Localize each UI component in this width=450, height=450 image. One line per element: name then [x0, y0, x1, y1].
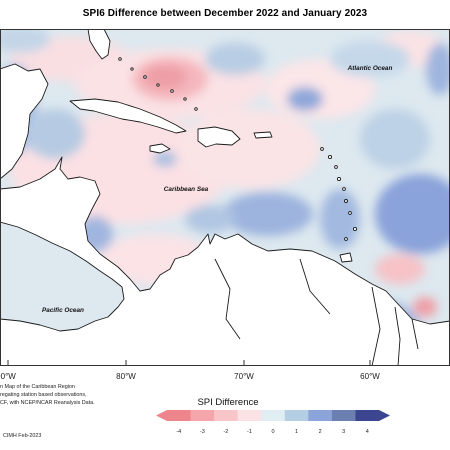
legend-swatches	[156, 410, 390, 421]
legend-swatch	[308, 410, 333, 421]
puerto-rico-land	[253, 131, 273, 139]
legend-tick-label: 3	[342, 429, 345, 435]
legend-swatch	[284, 410, 309, 421]
credit-text: CIMH Feb-2023	[3, 433, 42, 439]
florida-land	[87, 29, 111, 60]
country-borders	[214, 258, 419, 366]
legend-tick-label: -2	[223, 429, 228, 435]
atlantic-ocean-label: Atlantic Ocean	[347, 65, 393, 72]
note-line-2: regating station based observations,	[0, 392, 87, 398]
legend-tick-label: -4	[176, 429, 181, 435]
pacific-ocean-label: Pacific Ocean	[42, 307, 84, 314]
legend-tick-label: 1	[295, 429, 298, 435]
legend-tick-label: 0	[271, 429, 274, 435]
legend-arrow-min	[156, 410, 167, 421]
legend-arrow-max	[379, 410, 390, 421]
longitude-label-80w: 80°W	[116, 372, 136, 381]
longitude-label-90w: 90°W	[0, 372, 16, 381]
hispaniola-land	[197, 126, 241, 148]
legend-swatch	[237, 410, 262, 421]
yucatan-land	[0, 63, 49, 180]
legend-colorbar: -4 -3 -2 -1 0 1 2 3 4	[156, 410, 390, 435]
longitude-label-60w: 60°W	[360, 372, 380, 381]
longitude-label-70w: 70°W	[234, 372, 254, 381]
jamaica-land	[149, 143, 171, 154]
legend-swatch	[331, 410, 356, 421]
land-outlines	[0, 29, 450, 366]
legend-tick-label: -3	[200, 429, 205, 435]
cuba-land	[69, 98, 187, 134]
map-title: SPI6 Difference between December 2022 an…	[82, 8, 368, 19]
lesser-antilles	[320, 147, 358, 241]
legend-swatch	[167, 410, 191, 421]
spi-difference-map: Atlantic Ocean Caribbean Sea Pacific Oce…	[0, 29, 450, 366]
legend-swatch	[190, 410, 215, 421]
legend-swatch	[355, 410, 380, 421]
central-america-land	[0, 156, 450, 366]
note-line-3: CF, with NCEP/NCAR Reanalysis Data.	[0, 400, 95, 406]
legend-tick-label: -1	[247, 429, 252, 435]
bahamas	[118, 57, 198, 111]
longitude-ticks	[7, 360, 371, 366]
legend-swatch	[214, 410, 239, 421]
legend-ticks: -4 -3 -2 -1 0 1 2 3 4	[176, 429, 368, 435]
legend-swatch	[261, 410, 286, 421]
trinidad-land	[339, 252, 353, 263]
legend-tick-label: 4	[366, 429, 369, 435]
caribbean-sea-label: Caribbean Sea	[164, 186, 209, 193]
legend-title: SPI Difference	[197, 397, 259, 408]
note-line-1: n Map of the Caribbean Region	[0, 384, 75, 390]
legend-tick-label: 2	[319, 429, 322, 435]
